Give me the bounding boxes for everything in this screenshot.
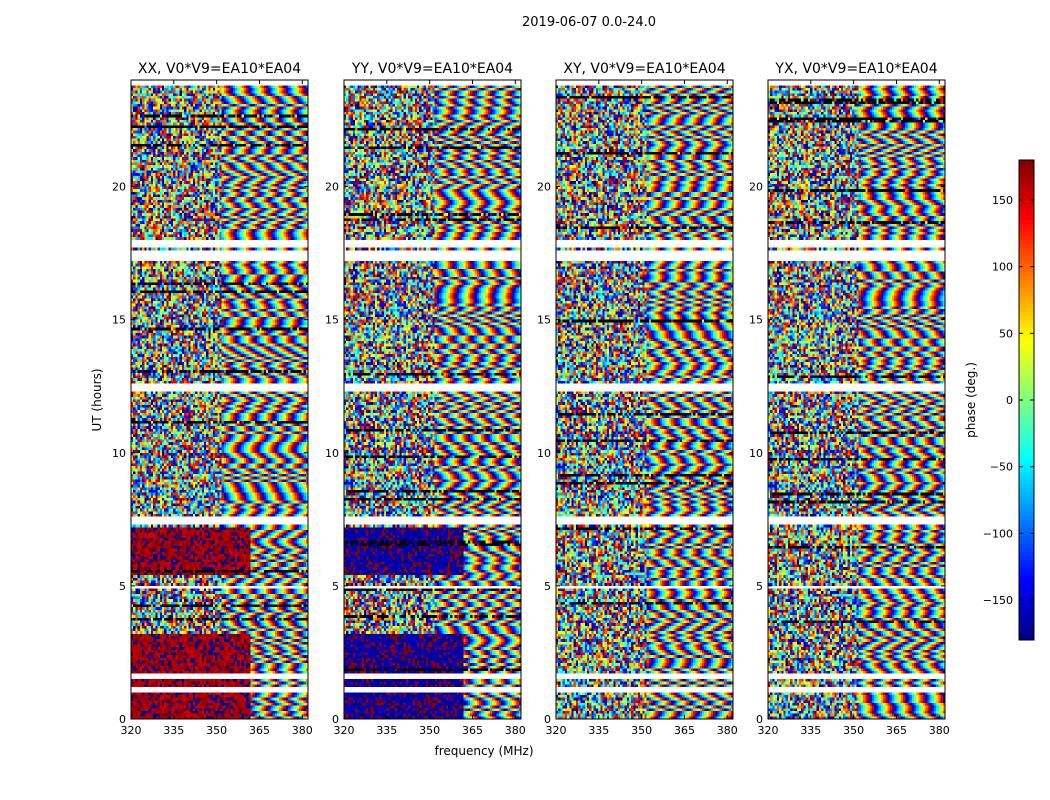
colorbar-tick-label: 50 (999, 327, 1013, 340)
x-tick-label: 380 (292, 724, 313, 737)
colorbar-label: phase (deg.) (964, 362, 978, 438)
x-tick-label: 380 (929, 724, 950, 737)
y-tick-label: 15 (537, 314, 551, 327)
y-tick-label: 15 (112, 314, 126, 327)
x-axis-label: frequency (MHz) (434, 744, 533, 758)
phase-heatmap (344, 80, 521, 719)
panel-title: XX, V0*V9=EA10*EA04 (138, 61, 301, 77)
phase-heatmap (768, 80, 945, 719)
y-tick-label: 10 (749, 447, 763, 460)
y-axis-label: UT (hours) (90, 368, 104, 431)
colorbar-tick-label: 0 (1006, 394, 1013, 407)
y-tick-label: 20 (537, 181, 551, 194)
y-tick-label: 5 (756, 580, 763, 593)
x-tick-label: 350 (206, 724, 227, 737)
x-tick-label: 380 (505, 724, 526, 737)
x-tick-label: 350 (843, 724, 864, 737)
x-tick-label: 350 (419, 724, 440, 737)
phase-heatmap (556, 80, 733, 719)
y-tick-label: 5 (544, 580, 551, 593)
x-tick-label: 335 (163, 724, 184, 737)
y-tick-label: 15 (325, 314, 339, 327)
x-tick-label: 365 (249, 724, 270, 737)
colorbar-tick-label: −150 (983, 594, 1013, 607)
phase-heatmap (131, 80, 308, 719)
colorbar-tick-label: 100 (992, 261, 1013, 274)
x-tick-label: 335 (800, 724, 821, 737)
panel-title: XY, V0*V9=EA10*EA04 (563, 61, 725, 77)
x-tick-label: 365 (462, 724, 483, 737)
y-tick-label: 0 (544, 713, 551, 726)
colorbar-tick-label: −50 (990, 461, 1013, 474)
y-tick-label: 20 (749, 181, 763, 194)
y-tick-label: 5 (119, 580, 126, 593)
panel-title: YX, V0*V9=EA10*EA04 (774, 61, 937, 77)
figure: 2019-06-07 0.0-24.0 XX, V0*V9=EA10*EA04 3… (0, 0, 1050, 800)
y-tick-label: 15 (749, 314, 763, 327)
y-tick-label: 10 (537, 447, 551, 460)
y-tick-label: 10 (325, 447, 339, 460)
colorbar-tick-label: −100 (983, 527, 1013, 540)
y-tick-label: 0 (332, 713, 339, 726)
x-tick-label: 335 (376, 724, 397, 737)
y-tick-label: 20 (325, 181, 339, 194)
x-tick-label: 380 (717, 724, 738, 737)
x-tick-label: 365 (886, 724, 907, 737)
y-tick-label: 0 (119, 713, 126, 726)
colorbar: −150 −100 −50 0 50 100 150 (983, 160, 1034, 641)
y-tick-label: 0 (756, 713, 763, 726)
colorbar-tick-label: 150 (992, 194, 1013, 207)
x-tick-label: 365 (674, 724, 695, 737)
x-tick-label: 350 (631, 724, 652, 737)
panel-title: YY, V0*V9=EA10*EA04 (351, 61, 513, 77)
figure-suptitle: 2019-06-07 0.0-24.0 (522, 15, 656, 30)
y-tick-label: 10 (112, 447, 126, 460)
x-tick-label: 335 (588, 724, 609, 737)
y-tick-label: 5 (332, 580, 339, 593)
y-tick-label: 20 (112, 181, 126, 194)
